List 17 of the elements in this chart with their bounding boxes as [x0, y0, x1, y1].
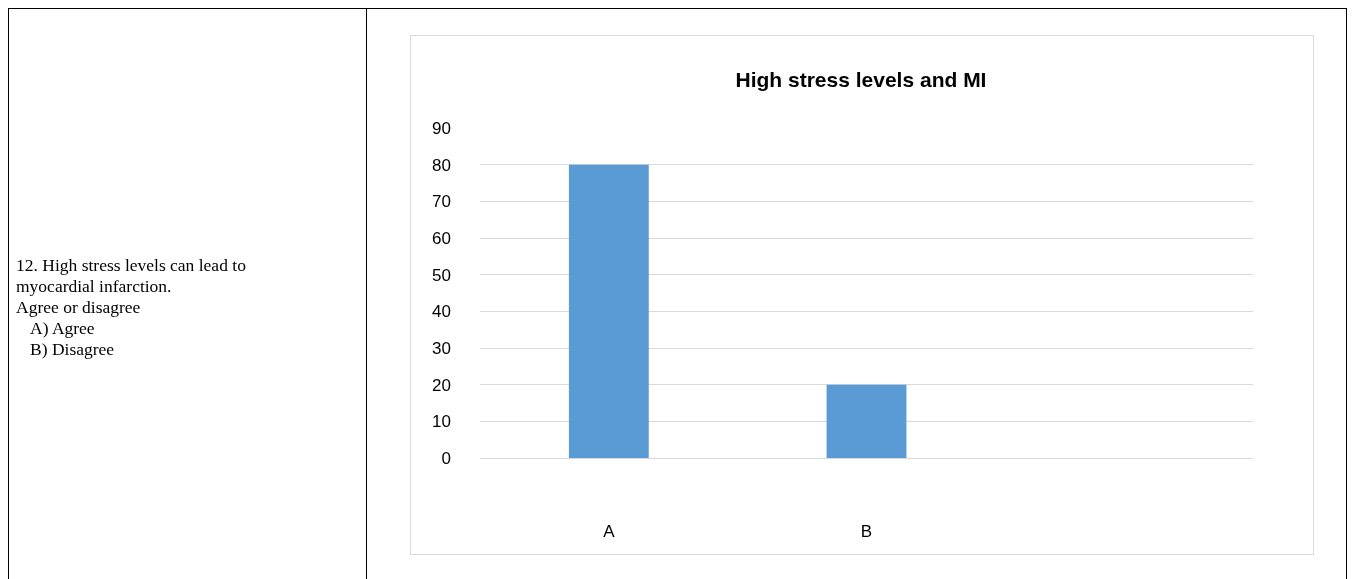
y-tick-label: 0: [441, 448, 451, 468]
y-tick-label: 30: [432, 338, 451, 358]
y-tick-label: 40: [432, 302, 451, 322]
y-tick-label: 20: [432, 375, 451, 395]
text: A) Agree: [29, 318, 96, 339]
y-tick-label: 50: [432, 265, 451, 285]
y-tick-label: 60: [432, 228, 451, 248]
x-tick-label: B: [860, 522, 873, 542]
y-tick-label: 80: [432, 155, 451, 175]
y-tick-label: 90: [432, 118, 451, 138]
text: 12. High stress levels can lead to myocardial infarction.: [16, 255, 247, 297]
y-tick-label: 70: [432, 192, 451, 212]
y-tick-label: 10: [432, 412, 451, 432]
chart-title: High stress levels and MI: [735, 68, 987, 92]
text: Agree or disagree: [16, 297, 142, 318]
x-tick-label: A: [603, 522, 616, 542]
text: B) Disagree: [29, 339, 116, 360]
